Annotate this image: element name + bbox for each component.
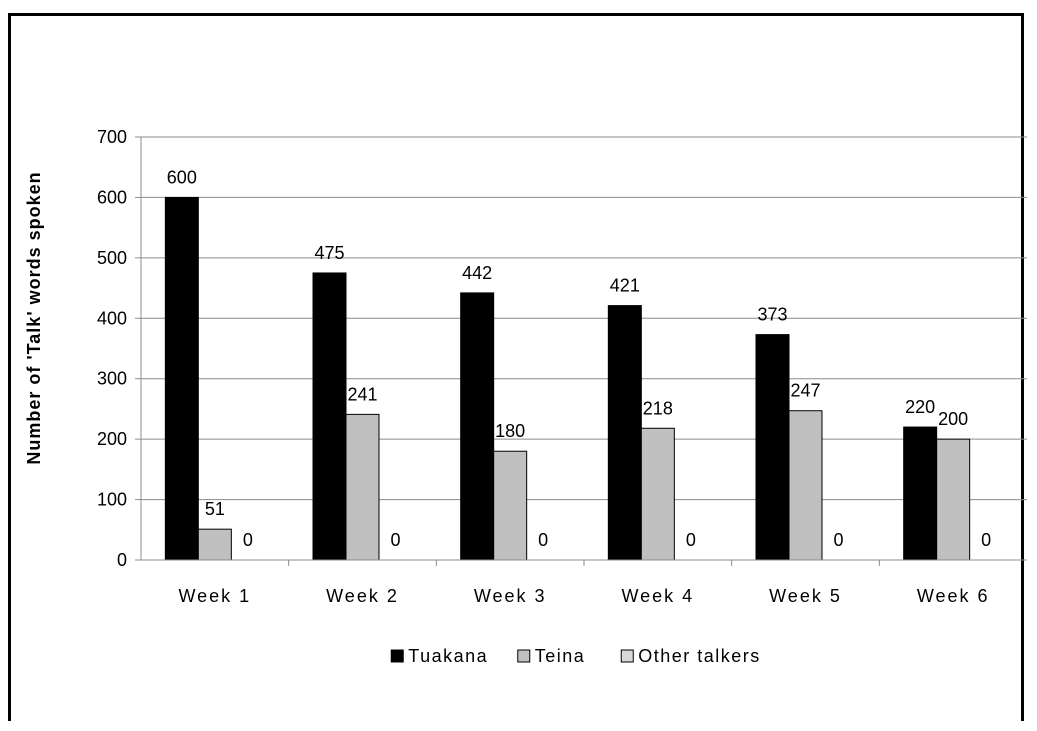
x-tick-label: Week 5	[769, 586, 842, 606]
bar-teina	[493, 450, 528, 561]
legend-swatch	[517, 649, 531, 663]
y-tick-label: 600	[97, 187, 127, 207]
legend-label: Tuakana	[408, 646, 488, 666]
axes	[135, 136, 1027, 566]
bar-tuakana	[460, 292, 495, 561]
data-label: 475	[314, 243, 344, 263]
x-tick-label: Week 4	[621, 586, 694, 606]
data-label: 220	[905, 397, 935, 417]
bar-tuakana	[903, 426, 938, 561]
bar-tuakana	[607, 305, 642, 561]
y-tick-label: 700	[97, 127, 127, 147]
data-label: 373	[757, 305, 787, 325]
data-label: 218	[643, 398, 673, 418]
y-axis-title: Number of 'Talk' words spoken	[24, 171, 44, 464]
bar-teina	[197, 528, 232, 561]
data-labels: 600 51 0 475 241 0 442 180 0 421 218 0 373 247 0 220200…	[167, 167, 991, 550]
legend-swatch	[620, 649, 634, 663]
x-tick-labels: Week 1 Week 2 Week 3 Week 4 Week 5 Week 6	[178, 586, 990, 606]
legend-label: Teina	[535, 646, 586, 666]
data-label: 0	[390, 530, 400, 550]
data-label: 442	[462, 263, 492, 283]
data-label: 0	[981, 530, 991, 550]
data-label: 247	[790, 381, 820, 401]
legend-swatch	[390, 649, 404, 663]
bar-teina	[345, 413, 380, 561]
data-label: 0	[833, 530, 843, 550]
x-tick-label: Week 1	[178, 586, 251, 606]
data-label: 51	[205, 499, 225, 519]
bars	[164, 196, 971, 561]
data-label: 200	[938, 409, 968, 429]
y-tick-labels: 0 100 200 300 400 500 600 700	[97, 127, 127, 570]
y-tick-label: 400	[97, 308, 127, 328]
data-label: 180	[495, 421, 525, 441]
data-label: 0	[243, 530, 253, 550]
bar-teina	[788, 410, 823, 561]
data-label: 600	[167, 167, 197, 187]
y-tick-label: 500	[97, 248, 127, 268]
y-tick-label: 200	[97, 429, 127, 449]
legend-label: Other talkers	[638, 646, 761, 666]
bar-tuakana	[755, 334, 790, 561]
x-tick-label: Week 2	[326, 586, 399, 606]
data-label: 0	[686, 530, 696, 550]
y-tick-label: 0	[117, 550, 127, 570]
y-tick-label: 300	[97, 369, 127, 389]
y-tick-label: 100	[97, 490, 127, 510]
gridlines	[141, 136, 1027, 501]
bar-tuakana	[164, 196, 199, 561]
data-label: 0	[538, 530, 548, 550]
bar-tuakana	[312, 272, 347, 561]
data-label: 421	[610, 276, 640, 296]
x-tick-label: Week 3	[474, 586, 547, 606]
bar-teina	[936, 438, 971, 561]
data-label: 241	[347, 384, 377, 404]
legend: Tuakana Teina Other talkers	[390, 646, 761, 666]
x-tick-label: Week 6	[917, 586, 990, 606]
bar-teina	[640, 427, 675, 561]
